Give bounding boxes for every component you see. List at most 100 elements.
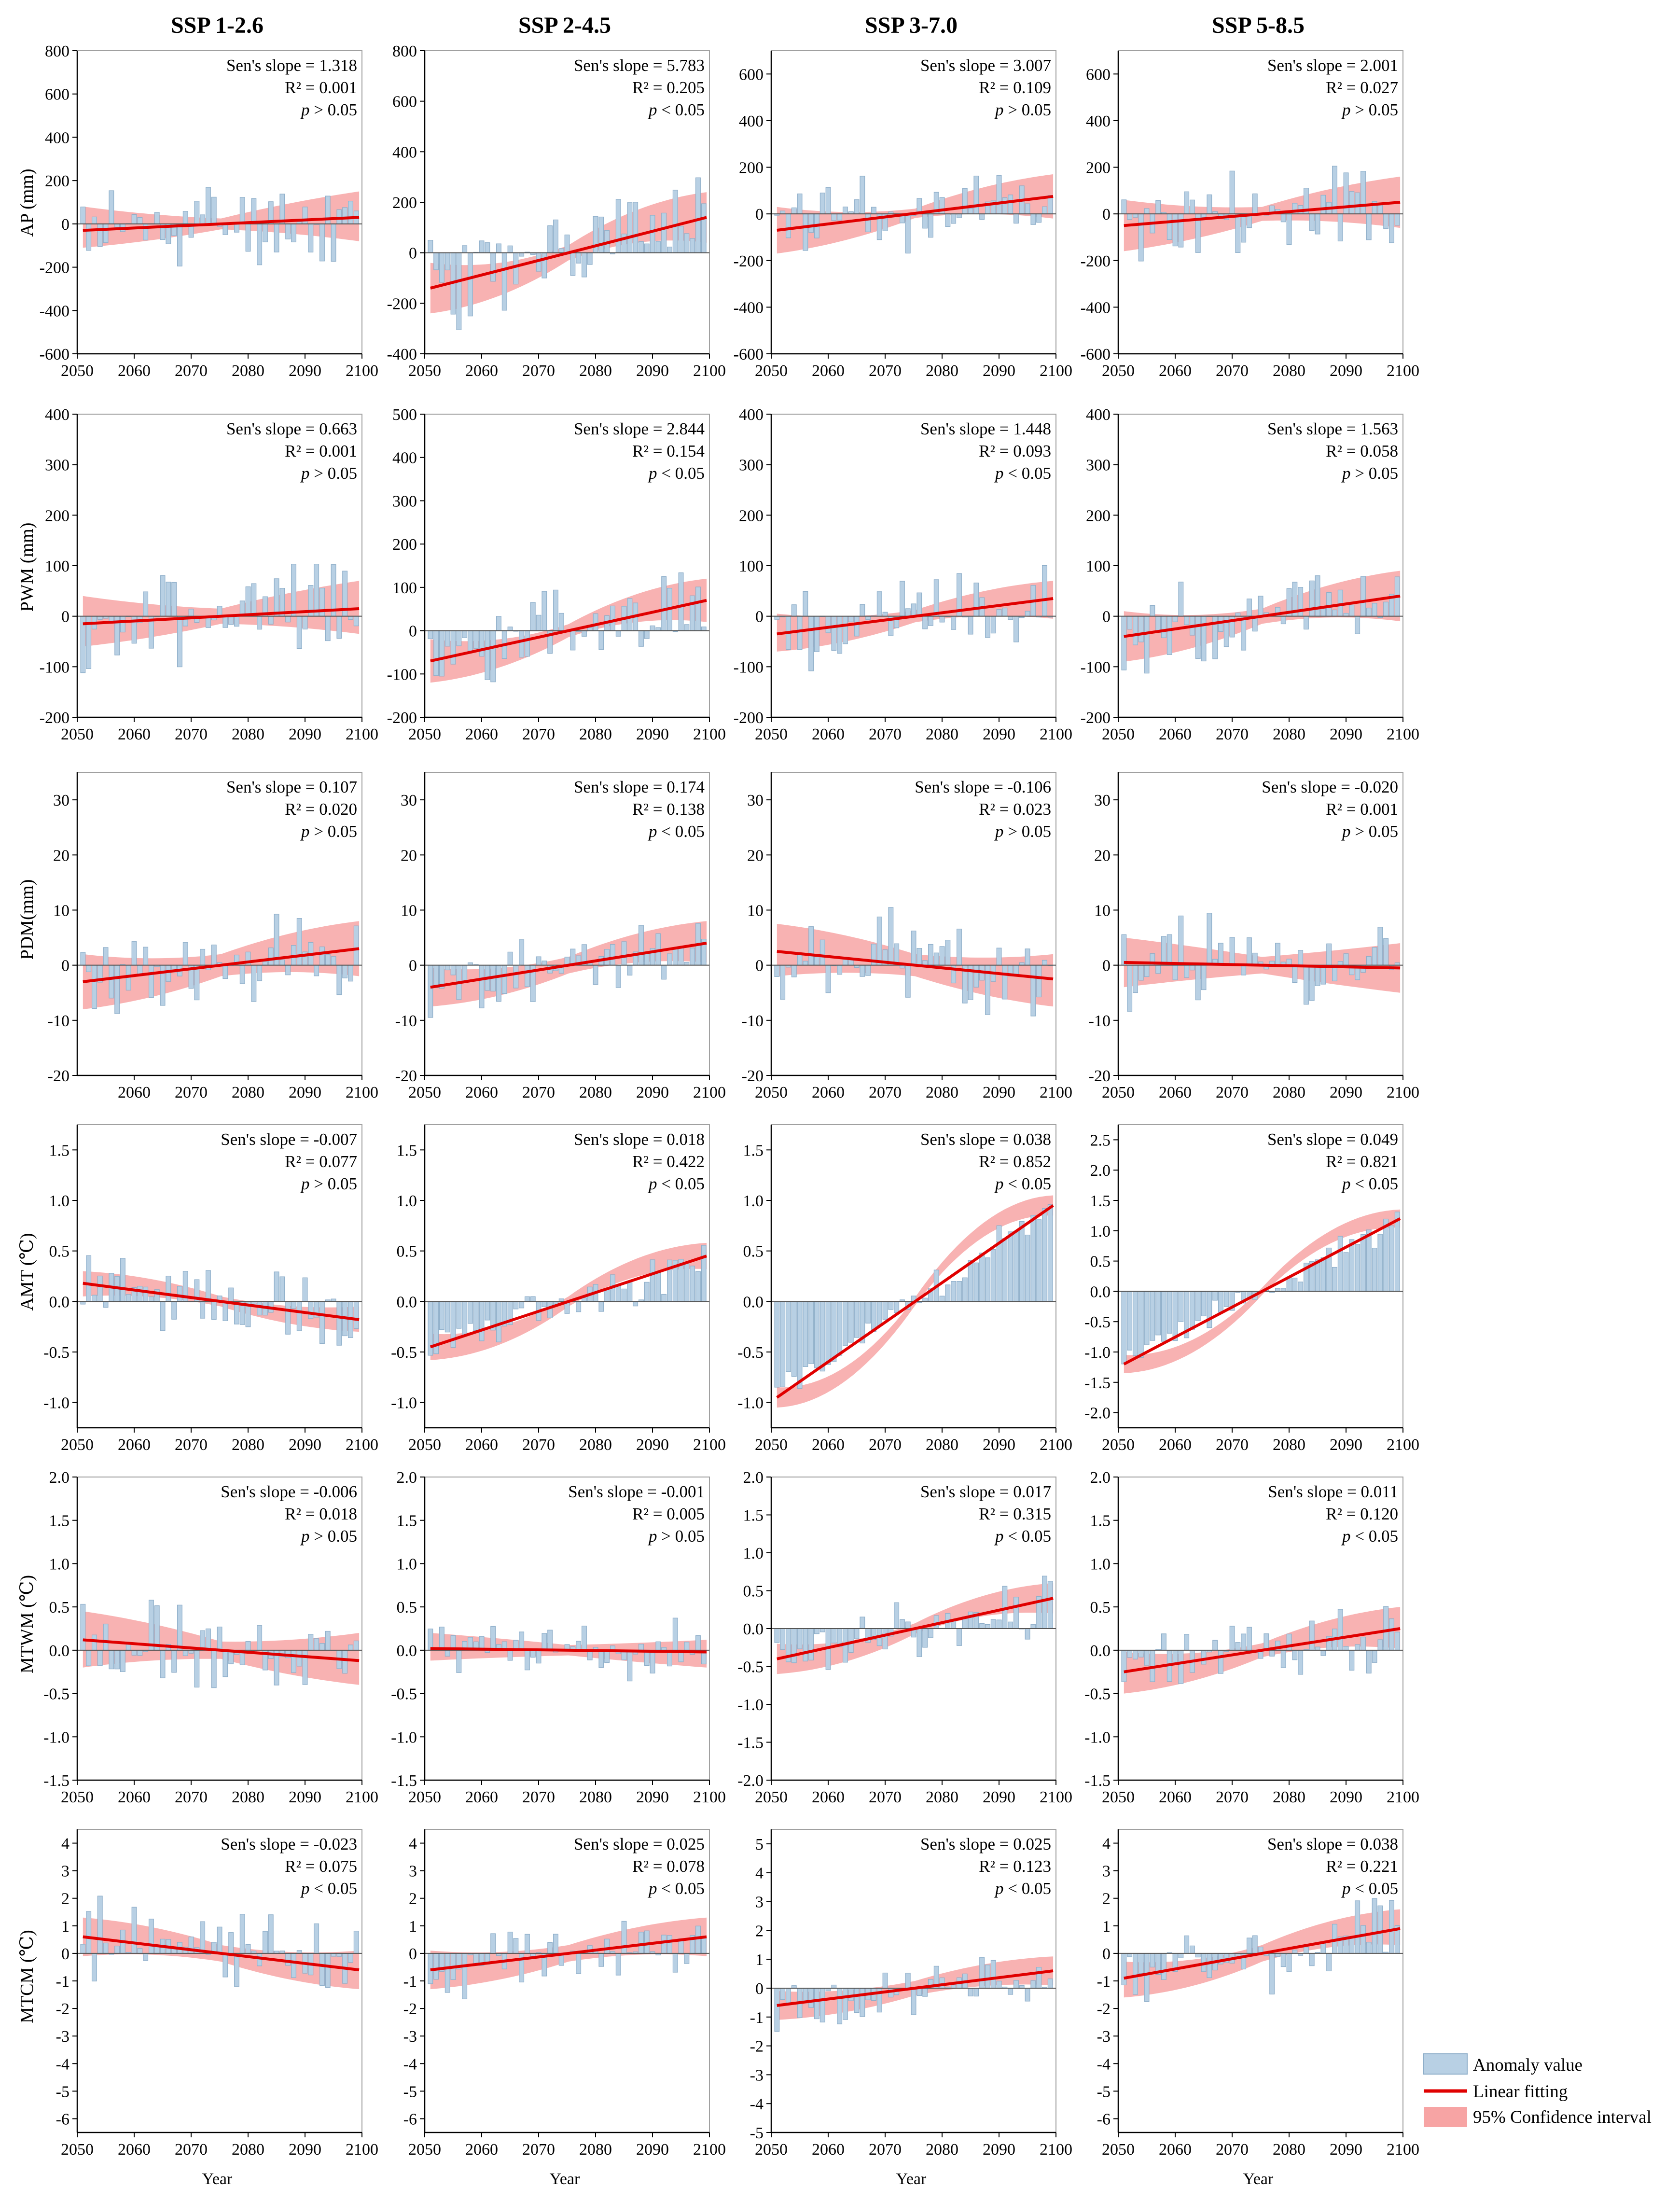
x-tick-label: 2090 xyxy=(1330,1788,1362,1806)
anomaly-bar xyxy=(1241,616,1247,651)
anomaly-bar xyxy=(888,1301,894,1310)
anomaly-bar xyxy=(996,175,1002,214)
anomaly-bar xyxy=(860,1988,865,2017)
anomaly-bar xyxy=(291,1953,296,1978)
anomaly-bar xyxy=(803,1301,808,1367)
y-tick-label: 2 xyxy=(409,1890,417,1908)
x-tick-label: 2050 xyxy=(1102,725,1135,743)
anomaly-bar xyxy=(1337,1236,1343,1292)
p-value-text: p > 0.05 xyxy=(1341,100,1398,119)
y-tick-label: 0.0 xyxy=(1090,1283,1111,1301)
y-tick-label: -10 xyxy=(742,1012,764,1030)
anomaly-bar xyxy=(92,964,97,1009)
anomaly-bar xyxy=(808,616,814,671)
anomaly-bar xyxy=(1320,1257,1326,1292)
panel-ap-126: -600 -400 -200 0 200 400 600 800 2050 2060 2070 208… xyxy=(40,42,378,380)
y-tick-label: 1.5 xyxy=(397,1142,417,1159)
anomaly-bar xyxy=(1166,616,1172,655)
anomaly-bar xyxy=(1178,915,1184,966)
y-tick-label: -4 xyxy=(1097,2055,1111,2073)
anomaly-bar xyxy=(353,925,359,966)
r-squared-text: R² = 0.058 xyxy=(1326,442,1398,460)
anomaly-bar xyxy=(1008,1621,1014,1629)
anomaly-bar xyxy=(296,1650,302,1667)
anomaly-bar xyxy=(1372,1248,1377,1292)
anomaly-bar xyxy=(1229,937,1235,966)
panel-mtcm-585: -6 -5 -4 -3 -2 -1 0 1 2 3 4 2050 2060 2070 2080 2090 210… xyxy=(1097,1829,1419,2159)
x-tick-label: 2080 xyxy=(926,2141,958,2159)
x-tick-label: 2090 xyxy=(636,362,669,380)
anomaly-bar xyxy=(973,1988,979,1997)
x-tick-label: 2100 xyxy=(1387,725,1419,743)
y-tick-label: 0.0 xyxy=(49,1293,70,1311)
anomaly-bar xyxy=(945,1284,951,1302)
y-tick-label: -200 xyxy=(40,709,69,727)
y-tick-label: -6 xyxy=(56,2110,69,2128)
anomaly-bar xyxy=(279,194,285,224)
y-tick-label: -1.5 xyxy=(391,1772,417,1790)
anomaly-bar xyxy=(638,1932,644,1954)
y-tick-label: -6 xyxy=(403,2110,417,2128)
linear-fit-line xyxy=(83,216,360,232)
y-tick-label: 1.0 xyxy=(397,1192,417,1210)
anomaly-bar xyxy=(97,223,103,247)
anomaly-bar xyxy=(661,576,667,631)
anomaly-bar xyxy=(137,1948,143,1954)
anomaly-bar xyxy=(1298,950,1304,966)
anomaly-bar xyxy=(1184,1935,1190,1954)
anomaly-bar xyxy=(444,1650,450,1657)
y-tick-label: 500 xyxy=(392,406,417,424)
anomaly-bar xyxy=(479,964,485,1008)
anomaly-bar xyxy=(1201,213,1207,218)
r-squared-text: R² = 0.205 xyxy=(632,78,705,97)
anomaly-bar xyxy=(1377,204,1383,214)
anomaly-bar xyxy=(1014,213,1019,224)
linear-fit-line xyxy=(777,950,1054,981)
anomaly-bar xyxy=(1247,1937,1252,1954)
x-tick-label: 2100 xyxy=(346,1084,378,1101)
y-tick-label: 300 xyxy=(739,457,764,474)
linear-fit-line xyxy=(1123,1217,1401,1366)
x-tick-label: 2070 xyxy=(1216,1788,1249,1806)
anomaly-bar xyxy=(524,1934,530,1954)
y-tick-label: 400 xyxy=(1086,112,1111,130)
y-tick-label: 300 xyxy=(392,492,417,510)
x-tick-label: 2090 xyxy=(289,1788,321,1806)
x-tick-label: 2100 xyxy=(693,1788,726,1806)
sens-slope-text: Sen's slope = 0.025 xyxy=(920,1835,1051,1854)
anomaly-bar xyxy=(553,589,558,631)
y-tick-label: 2.0 xyxy=(1090,1162,1111,1180)
anomaly-bar xyxy=(1138,616,1144,642)
x-tick-label: 2100 xyxy=(1387,1084,1419,1101)
anomaly-bar xyxy=(644,630,650,639)
anomaly-bar xyxy=(831,1984,837,1989)
anomaly-bar xyxy=(92,1295,97,1302)
y-tick-label: 30 xyxy=(747,792,764,809)
anomaly-bar xyxy=(1280,616,1286,625)
anomaly-bar xyxy=(916,592,922,617)
anomaly-bar xyxy=(120,1650,125,1672)
y-tick-label: -100 xyxy=(387,666,417,683)
anomaly-bar xyxy=(319,946,325,966)
linear-fit-line xyxy=(430,942,707,989)
anomaly-bar xyxy=(131,1907,137,1954)
anomaly-bar xyxy=(837,1988,843,2024)
anomaly-bar xyxy=(905,213,911,254)
y-tick-label: 10 xyxy=(53,902,69,920)
r-squared-text: R² = 0.221 xyxy=(1326,1857,1398,1876)
anomaly-bar xyxy=(1315,213,1320,235)
anomaly-bar xyxy=(860,1617,865,1629)
anomaly-bar xyxy=(444,964,450,971)
x-tick-label: 2090 xyxy=(983,2141,1015,2159)
anomaly-bar xyxy=(496,616,501,631)
anomaly-bar xyxy=(819,1301,825,1372)
anomaly-bar xyxy=(928,213,933,238)
anomaly-bar xyxy=(1292,1950,1298,1954)
r-squared-text: R² = 0.075 xyxy=(285,1857,357,1876)
anomaly-bar xyxy=(684,233,690,253)
sens-slope-text: Sen's slope = 0.107 xyxy=(226,778,357,796)
anomaly-bar xyxy=(1235,213,1241,253)
anomaly-bar xyxy=(803,591,808,617)
linear-fit-line xyxy=(430,599,707,663)
